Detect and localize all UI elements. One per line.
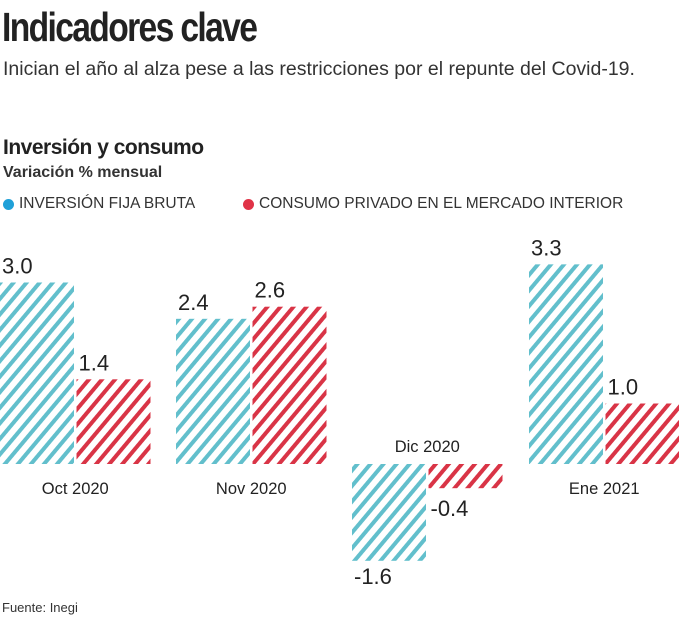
bar-consumo <box>605 403 679 464</box>
category-label: Dic 2020 <box>395 438 460 456</box>
legend-dot-inversion <box>3 198 14 210</box>
data-label: -1.6 <box>354 564 392 589</box>
category-label: Oct 2020 <box>42 480 109 498</box>
chart-title: Inversión y consumo <box>3 136 204 159</box>
legend-label: INVERSIÓN FIJA BRUTA <box>19 195 196 212</box>
chart-subtitle: Variación % mensual <box>3 164 163 181</box>
category-label: Nov 2020 <box>216 480 287 498</box>
source-note: Fuente: Inegi <box>2 600 78 615</box>
bar-inversion <box>352 464 426 561</box>
legend-item-consumo: CONSUMO PRIVADO EN EL MERCADO INTERIOR <box>243 195 623 213</box>
bar-consumo <box>76 379 151 464</box>
data-label: 2.4 <box>178 290 209 315</box>
bar-inversion <box>176 318 250 464</box>
page-subtitle: Inician el año al alza pese a las restri… <box>3 58 635 80</box>
bar-inversion <box>529 264 603 464</box>
data-label: 3.0 <box>2 254 33 279</box>
data-label: 2.6 <box>255 278 286 303</box>
data-label: 1.4 <box>79 350 110 375</box>
data-label: -0.4 <box>431 496 469 521</box>
data-label: 1.0 <box>608 375 639 400</box>
page-title: Indicadores clave <box>2 4 258 50</box>
legend-dot-consumo <box>243 198 254 210</box>
data-label: 3.3 <box>531 235 562 260</box>
legend-item-inversion: INVERSIÓN FIJA BRUTA <box>3 195 195 213</box>
bar-inversion <box>0 282 74 464</box>
bar-consumo <box>252 306 327 464</box>
legend-label: CONSUMO PRIVADO EN EL MERCADO INTERIOR <box>259 195 624 212</box>
category-label: Ene 2021 <box>569 480 640 498</box>
bar-consumo <box>428 464 503 489</box>
